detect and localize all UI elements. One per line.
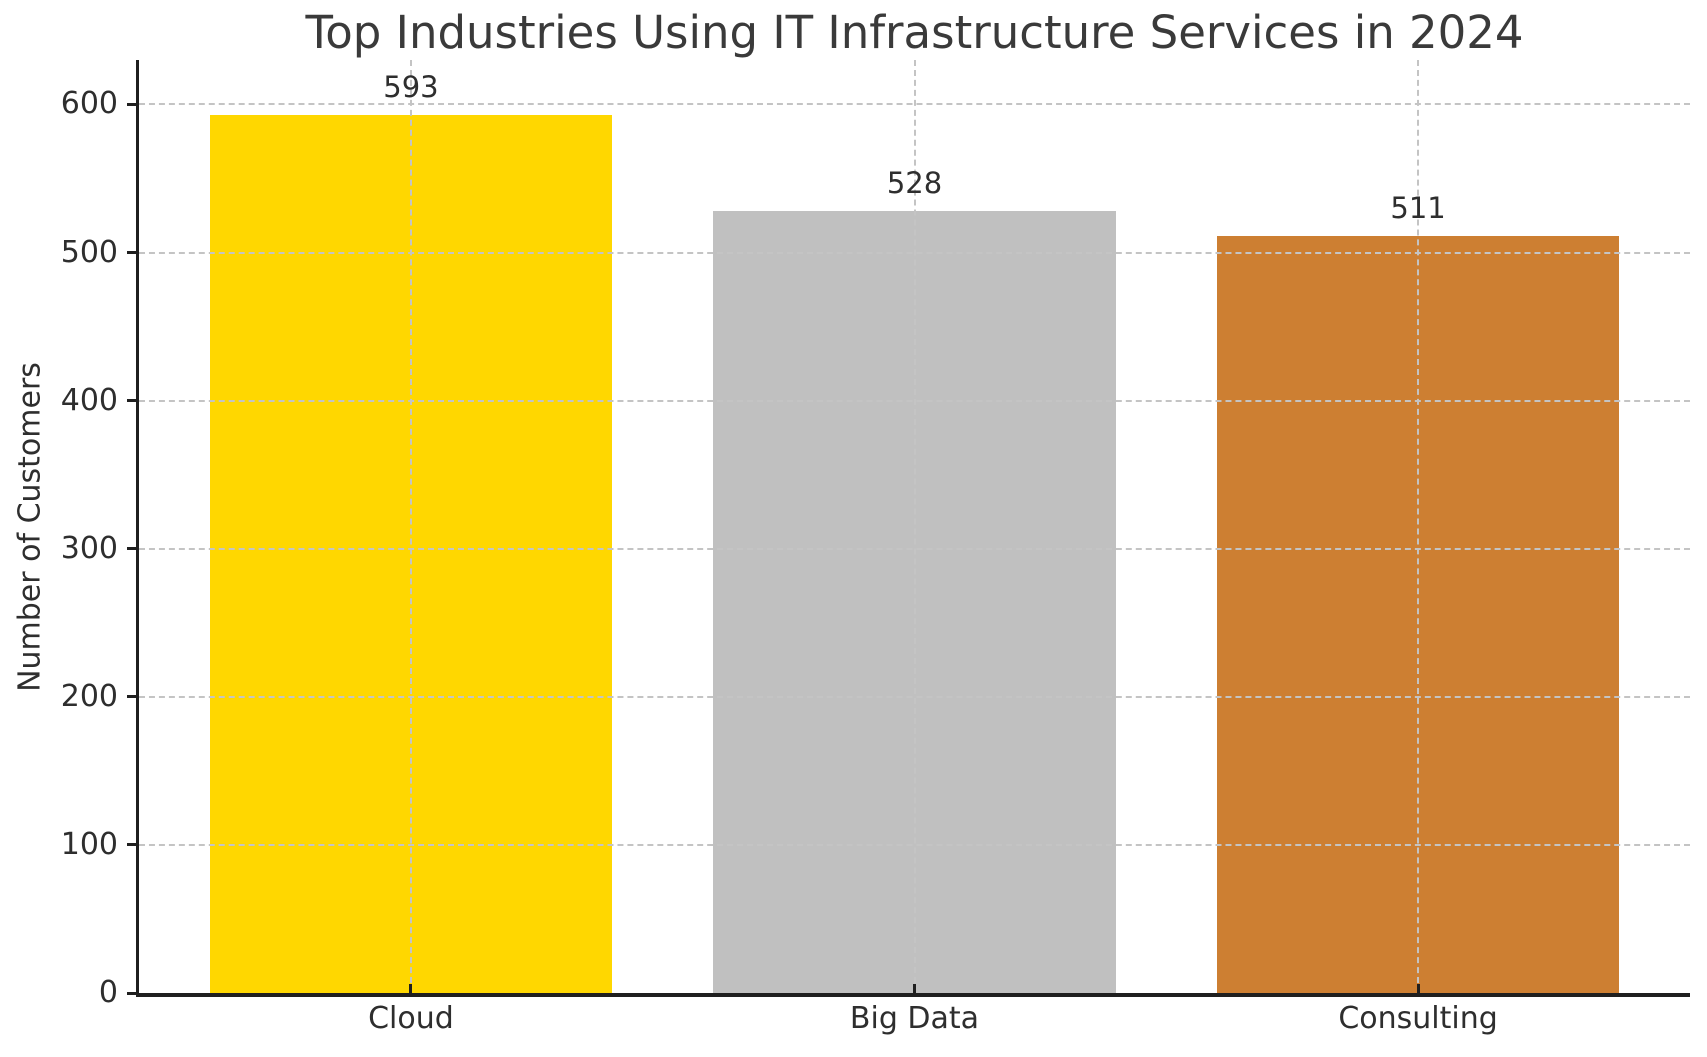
y-tick-label: 200 (60, 678, 118, 714)
x-tick-label-big-data: Big Data (849, 1001, 980, 1036)
y-tick-mark (127, 695, 139, 699)
y-tick-label: 300 (60, 530, 118, 566)
chart-title: Top Industries Using IT Infrastructure S… (305, 6, 1524, 59)
plot-area (136, 60, 1690, 997)
bar-value-label-big-data: 528 (886, 166, 943, 201)
gridline-vertical (409, 60, 412, 993)
bar-value-label-cloud: 593 (383, 69, 439, 104)
x-tick-mark (409, 984, 413, 993)
gridline-vertical (913, 60, 916, 993)
y-tick-mark (127, 399, 139, 403)
y-tick-label: 600 (60, 86, 118, 122)
y-tick-mark (127, 843, 139, 847)
y-tick-label: 100 (60, 826, 118, 862)
y-tick-label: 400 (60, 382, 118, 418)
y-tick-mark (127, 547, 139, 551)
y-tick-mark (127, 102, 139, 106)
y-tick-label: 0 (98, 975, 118, 1010)
y-tick-mark (127, 991, 139, 995)
y-tick-mark (127, 251, 139, 255)
x-tick-mark (913, 984, 916, 993)
gridline-vertical (1417, 60, 1420, 993)
x-tick-mark (1416, 984, 1420, 993)
y-tick-label: 500 (60, 234, 118, 270)
x-tick-label-cloud: Cloud (368, 1001, 454, 1036)
x-tick-label-consulting: Consulting (1338, 1001, 1498, 1036)
bar-value-label-consulting: 511 (1390, 191, 1446, 226)
